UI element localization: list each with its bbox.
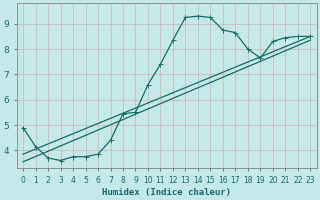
X-axis label: Humidex (Indice chaleur): Humidex (Indice chaleur)	[102, 188, 231, 197]
